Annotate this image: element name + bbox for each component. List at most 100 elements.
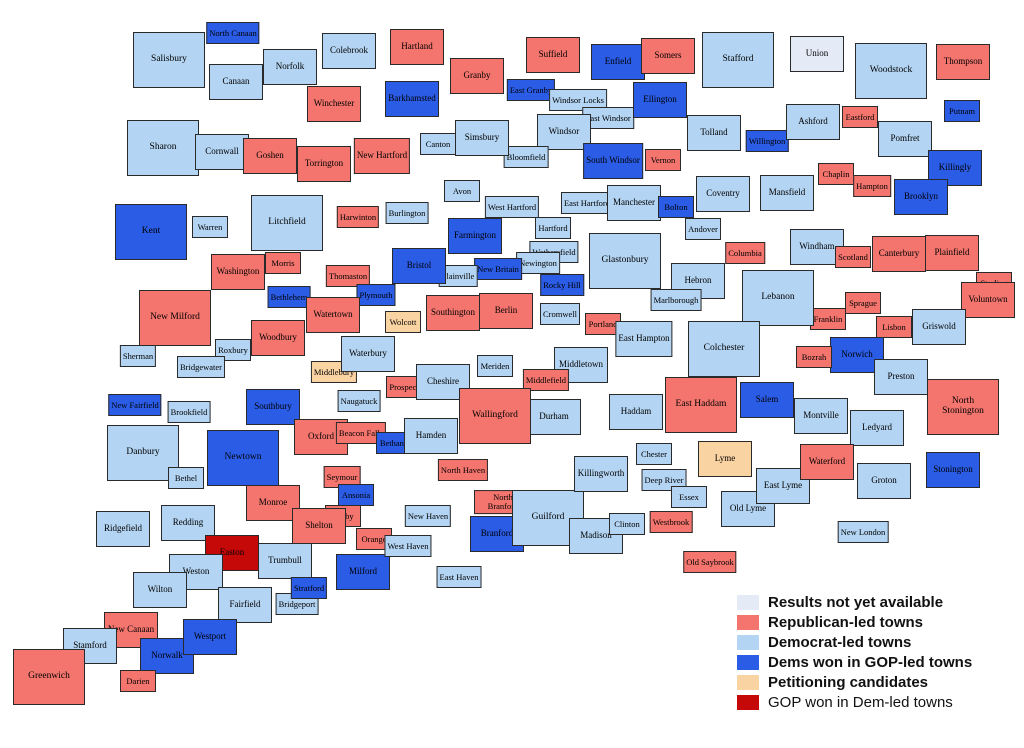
town-meriden: Meriden (477, 355, 513, 377)
town-roxbury: Roxbury (215, 339, 251, 361)
town-thomaston: Thomaston (325, 265, 371, 287)
town-wolcott: Wolcott (385, 311, 421, 333)
town-canterbury: Canterbury (872, 236, 926, 272)
town-north-stonington: North Stonington (927, 379, 999, 435)
town-new-haven: New Haven (404, 505, 452, 527)
town-harwinton: Harwinton (336, 206, 380, 228)
town-east-haddam: East Haddam (665, 377, 737, 433)
town-new-milford: New Milford (139, 290, 211, 346)
town-north-haven: North Haven (437, 459, 489, 481)
town-brooklyn: Brooklyn (894, 179, 948, 215)
town-stafford: Stafford (702, 32, 774, 88)
legend-item: GOP won in Dem-led towns (737, 694, 972, 711)
town-lebanon: Lebanon (742, 270, 814, 326)
town-norfolk: Norfolk (263, 49, 317, 85)
town-lyme: Lyme (698, 441, 752, 477)
town-torrington: Torrington (297, 146, 351, 182)
town-woodstock: Woodstock (855, 43, 927, 99)
town-barkhamsted: Barkhamsted (385, 81, 439, 117)
town-pomfret: Pomfret (878, 121, 932, 157)
town-clinton: Clinton (609, 513, 645, 535)
town-ashford: Ashford (786, 104, 840, 140)
town-plainfield: Plainfield (925, 235, 979, 271)
town-wallingford: Wallingford (459, 388, 531, 444)
town-montville: Montville (794, 398, 848, 434)
town-windsor: Windsor (537, 114, 591, 150)
town-bristol: Bristol (392, 248, 446, 284)
town-durham: Durham (527, 399, 581, 435)
town-watertown: Watertown (306, 297, 360, 333)
town-lisbon: Lisbon (876, 316, 912, 338)
town-haddam: Haddam (609, 394, 663, 430)
town-new-fairfield: New Fairfield (108, 394, 162, 416)
town-bloomfield: Bloomfield (503, 146, 549, 168)
legend-swatch-rep (737, 615, 759, 630)
town-chester: Chester (636, 443, 672, 465)
town-canaan: Canaan (209, 64, 263, 100)
town-stratford: Stratford (290, 577, 328, 599)
town-granby: Granby (450, 58, 504, 94)
legend-swatch-na (737, 595, 759, 610)
town-east-haven: East Haven (436, 566, 482, 588)
town-andover: Andover (685, 218, 721, 240)
town-bolton: Bolton (658, 196, 694, 218)
legend-item: Petitioning candidates (737, 674, 972, 691)
town-east-granby: East Granby (506, 79, 556, 101)
town-washington: Washington (211, 254, 265, 290)
town-cromwell: Cromwell (540, 303, 580, 325)
town-hamden: Hamden (404, 418, 458, 454)
town-new-london: New London (837, 521, 889, 543)
town-somers: Somers (641, 38, 695, 74)
legend: Results not yet available Republican-led … (733, 592, 977, 713)
town-south-windsor: South Windsor (583, 143, 643, 179)
town-ledyard: Ledyard (850, 410, 904, 446)
town-warren: Warren (192, 216, 228, 238)
legend-swatch-demwin (737, 655, 759, 670)
town-vernon: Vernon (645, 149, 681, 171)
legend-label: Petitioning candidates (768, 674, 929, 691)
town-bethlehem: Bethlehem (267, 286, 311, 308)
legend-swatch-gopwin (737, 695, 759, 710)
town-danbury: Danbury (107, 425, 179, 481)
legend-item: Democrat-led towns (737, 634, 972, 651)
legend-swatch-pet (737, 675, 759, 690)
town-greenwich: Greenwich (13, 649, 85, 705)
town-shelton: Shelton (292, 508, 346, 544)
town-westport: Westport (183, 619, 237, 655)
legend-label: Democrat-led towns (768, 634, 912, 651)
town-enfield: Enfield (591, 44, 645, 80)
town-westbrook: Westbrook (649, 511, 693, 533)
legend-item: Republican-led towns (737, 614, 972, 631)
town-essex: Essex (671, 486, 707, 508)
town-stonington: Stonington (926, 452, 980, 488)
town-griswold: Griswold (912, 309, 966, 345)
town-north-canaan: North Canaan (206, 22, 260, 44)
legend-item: Results not yet available (737, 594, 972, 611)
town-manchester: Manchester (607, 185, 661, 221)
town-salisbury: Salisbury (133, 32, 205, 88)
town-bozrah: Bozrah (796, 346, 832, 368)
legend-item: Dems won in GOP-led towns (737, 654, 972, 671)
town-trumbull: Trumbull (258, 543, 312, 579)
town-old-saybrook: Old Saybrook (683, 551, 737, 573)
town-fairfield: Fairfield (218, 587, 272, 623)
town-eastford: Eastford (842, 106, 878, 128)
town-plymouth: Plymouth (356, 284, 396, 306)
town-willington: Willington (745, 130, 789, 152)
town-union: Union (790, 36, 844, 72)
town-darien: Darien (120, 670, 156, 692)
town-waterford: Waterford (800, 444, 854, 480)
town-sprague: Sprague (845, 292, 881, 314)
legend-label: Results not yet available (768, 594, 944, 611)
town-newtown: Newtown (207, 430, 279, 486)
town-goshen: Goshen (243, 138, 297, 174)
town-new-hartford: New Hartford (353, 138, 411, 174)
town-bridgewater: Bridgewater (176, 356, 226, 378)
town-ansonia: Ansonia (338, 484, 374, 506)
town-litchfield: Litchfield (251, 195, 323, 251)
town-columbia: Columbia (725, 242, 765, 264)
town-prospect: Prospect (386, 376, 422, 398)
town-voluntown: Voluntown (961, 282, 1015, 318)
town-wilton: Wilton (133, 572, 187, 608)
legend-swatch-dem (737, 635, 759, 650)
